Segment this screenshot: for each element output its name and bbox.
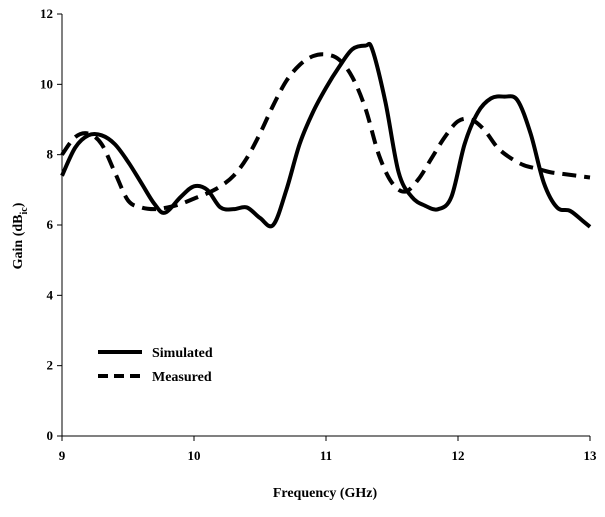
y-axis-title-main: Gain (dB [11,215,26,270]
x-axis-title: Frequency (GHz) [273,486,378,501]
y-axis-title-subscript: ic [19,207,30,215]
x-tick-label: 12 [452,448,465,463]
series-line-measured [60,52,591,212]
y-axis-title: Gain (dBic) [11,202,30,269]
y-tick-label: 4 [47,287,54,302]
y-axis-title-close: ) [11,202,26,207]
x-tick-label: 10 [188,448,201,463]
y-tick-label: 0 [47,428,54,443]
x-tick-label: 11 [320,448,332,463]
y-tick-label: 6 [47,217,54,232]
y-tick-label: 10 [40,76,53,91]
series-lines [60,41,592,229]
x-tick-label: 9 [59,448,66,463]
series-line-simulated [60,41,592,229]
y-tick-label: 12 [40,6,53,21]
axes: 0 2 4 6 8 10 12 9 10 11 12 13 [40,6,597,463]
legend: Simulated Measured [98,346,213,385]
legend-label-simulated: Simulated [152,346,213,361]
x-tick-label: 13 [584,448,598,463]
legend-label-measured: Measured [152,370,212,385]
y-tick-label: 8 [47,147,54,162]
y-tick-label: 2 [47,358,54,373]
